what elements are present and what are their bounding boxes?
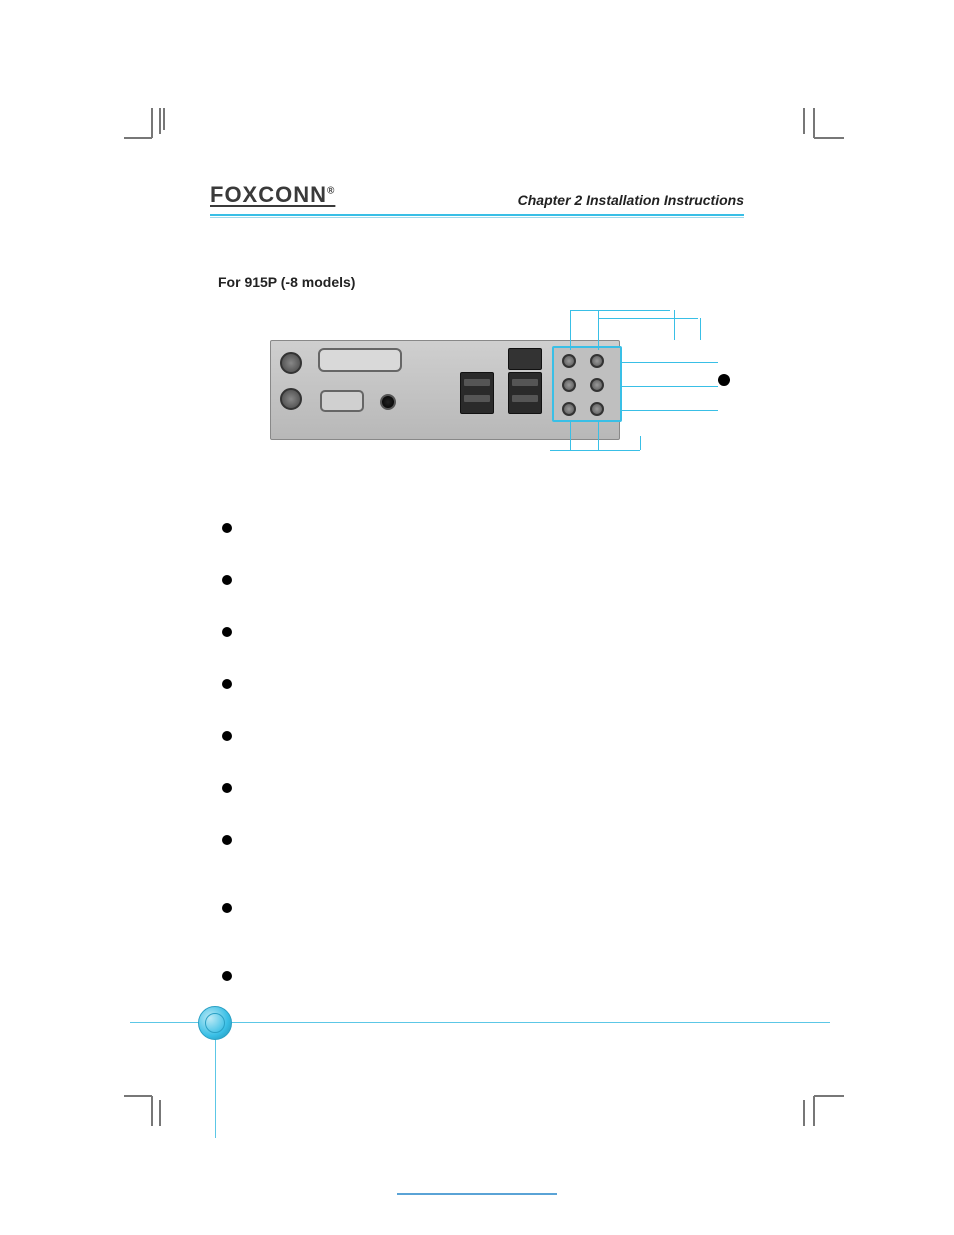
page-content: FOXCONN® Chapter 2 Installation Instruct… [210,182,744,1020]
bullet-dot-icon [222,731,232,741]
callout-dot [718,374,730,386]
blueprint-node-icon [198,1006,232,1040]
callout-lead [598,422,599,450]
audio-jack [562,402,576,416]
usb-stack-left [460,372,494,414]
crop-mark-tr [788,108,844,148]
brand-reg: ® [327,186,335,197]
bullet-item [222,676,744,696]
brand-logo: FOXCONN® [210,182,335,208]
bullet-item [222,624,744,644]
bullet-item [222,780,744,800]
blueprint-hline [130,1022,830,1023]
ps2-mouse-port [280,352,302,374]
section-title: For 915P (-8 models) [218,274,744,290]
lan-port [508,348,542,370]
callout-lead [622,410,718,411]
callout-lead [598,318,698,319]
crop-mark-bl [124,1086,180,1126]
bullet-list [222,520,744,988]
audio-jack [590,378,604,392]
page-header: FOXCONN® Chapter 2 Installation Instruct… [210,182,744,212]
bullet-dot-icon [222,835,232,845]
callout-lead [598,310,599,350]
bullet-item [222,900,744,920]
bullet-dot-icon [222,575,232,585]
crop-mark-br [788,1086,844,1126]
usb-stack-right [508,372,542,414]
bullet-dot-icon [222,971,232,981]
bullet-dot-icon [222,523,232,533]
callout-lead [674,310,675,340]
bullet-item [222,968,744,988]
chapter-title: Chapter 2 Installation Instructions [518,192,744,208]
callout-lead [700,318,701,340]
callout-lead [622,362,718,363]
bullet-dot-icon [222,903,232,913]
bullet-item [222,520,744,540]
bullet-item [222,572,744,592]
audio-jack [590,402,604,416]
callout-lead [550,450,640,451]
brand-text: FOXCONN [210,182,327,207]
audio-jack [562,354,576,368]
bullet-dot-icon [222,679,232,689]
bullet-dot-icon [222,627,232,637]
spdif-coax-port [380,394,396,410]
callout-lead [570,310,571,350]
io-panel-diagram [270,310,730,470]
crop-mark-tl [124,108,180,148]
ps2-keyboard-port [280,388,302,410]
bullet-item [222,832,744,852]
parallel-port [318,348,402,372]
header-rule-thin [210,217,744,218]
callout-lead [570,422,571,450]
audio-jack [562,378,576,392]
callout-lead [640,436,641,450]
bullet-item [222,728,744,748]
callout-lead [622,386,718,387]
bullet-dot-icon [222,783,232,793]
callout-lead [570,310,670,311]
audio-jack [590,354,604,368]
header-rule-thick [210,214,744,216]
footer-rule [397,1193,557,1195]
serial-port [320,390,364,412]
